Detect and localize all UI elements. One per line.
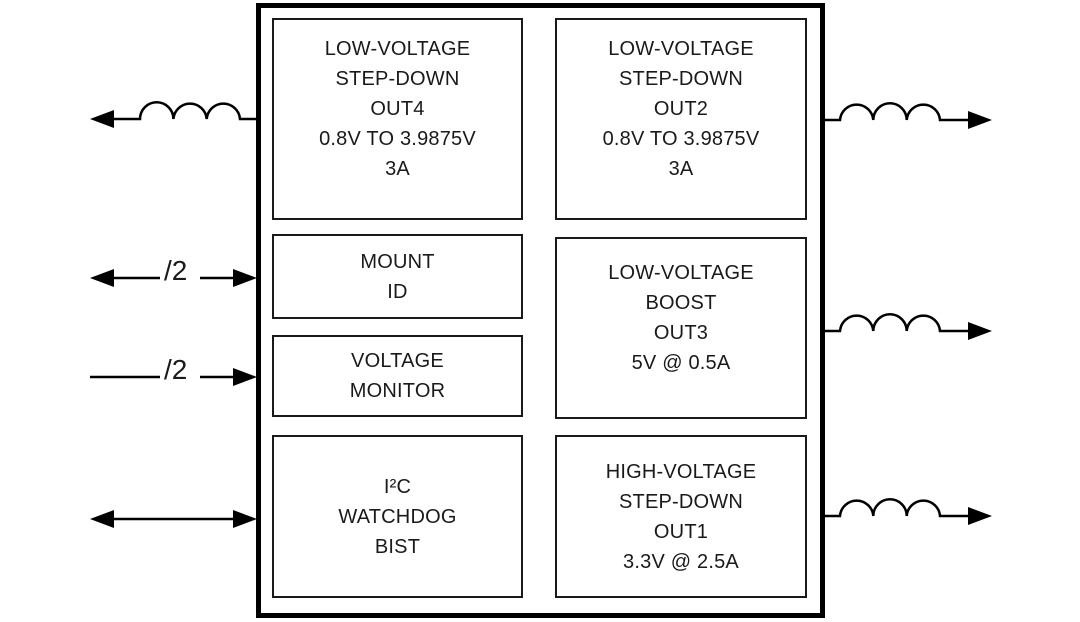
block-low-voltage-boost-out3: LOW-VOLTAGE BOOST OUT3 5V @ 0.5A xyxy=(555,237,807,419)
block-low-voltage-step-down-out2: LOW-VOLTAGE STEP-DOWN OUT2 0.8V TO 3.987… xyxy=(555,18,807,220)
block-text-line: 3A xyxy=(385,158,410,180)
out3-inductor-arrow-right-icon xyxy=(822,313,992,340)
i2c-bidirectional-arrow-icon xyxy=(90,510,257,528)
block-text-line: ID xyxy=(387,280,408,303)
block-text-line: 5V @ 0.5A xyxy=(631,352,731,374)
block-text-line: HIGH-VOLTAGE xyxy=(605,460,757,483)
block-text-line: 0.8V TO 3.9875V xyxy=(319,128,476,150)
block-text-line: STEP-DOWN xyxy=(618,68,744,90)
block-voltage-monitor: VOLTAGE MONITOR xyxy=(272,335,523,417)
block-text-line: BIST xyxy=(374,535,421,558)
block-text-line: 3A xyxy=(668,158,694,180)
block-text-line: OUT1 xyxy=(653,520,709,543)
block-text-line: STEP-DOWN xyxy=(335,68,460,90)
bus-width-label: /2 xyxy=(164,255,188,286)
out4-inductor-arrow-left-icon xyxy=(90,101,259,128)
block-text-line: LOW-VOLTAGE xyxy=(324,38,471,60)
block-text-line: VOLTAGE xyxy=(351,350,444,372)
block-high-voltage-step-down-out1: HIGH-VOLTAGE STEP-DOWN OUT1 3.3V @ 2.5A xyxy=(555,435,807,598)
block-text-line: OUT4 xyxy=(370,98,425,120)
block-text-line: OUT2 xyxy=(653,98,709,120)
voltage-monitor-input-bus-arrow-icon xyxy=(90,368,257,386)
mount-id-bidirectional-bus-arrow-icon xyxy=(90,269,257,287)
block-text-line: I²C xyxy=(383,475,412,498)
block-text-line: LOW-VOLTAGE xyxy=(608,38,754,60)
block-text-line: 0.8V TO 3.9875V xyxy=(602,128,760,150)
out2-inductor-arrow-right-icon xyxy=(822,102,992,129)
block-text-line: LOW-VOLTAGE xyxy=(608,262,754,284)
block-text-line: BOOST xyxy=(645,292,717,314)
out1-inductor-arrow-right-icon xyxy=(822,498,992,525)
block-low-voltage-step-down-out4: LOW-VOLTAGE STEP-DOWN OUT4 0.8V TO 3.987… xyxy=(272,18,523,220)
block-text-line: 3.3V @ 2.5A xyxy=(623,550,739,573)
block-mount-id: MOUNT ID xyxy=(272,234,523,319)
block-text-line: OUT3 xyxy=(653,322,709,344)
block-text-line: MOUNT xyxy=(360,250,435,273)
block-text-line: MONITOR xyxy=(349,380,446,402)
block-i2c-watchdog-bist: I²C WATCHDOG BIST xyxy=(272,435,523,598)
bus-width-label: /2 xyxy=(164,354,188,385)
block-text-line: WATCHDOG xyxy=(338,505,457,528)
block-text-line: STEP-DOWN xyxy=(618,490,744,513)
